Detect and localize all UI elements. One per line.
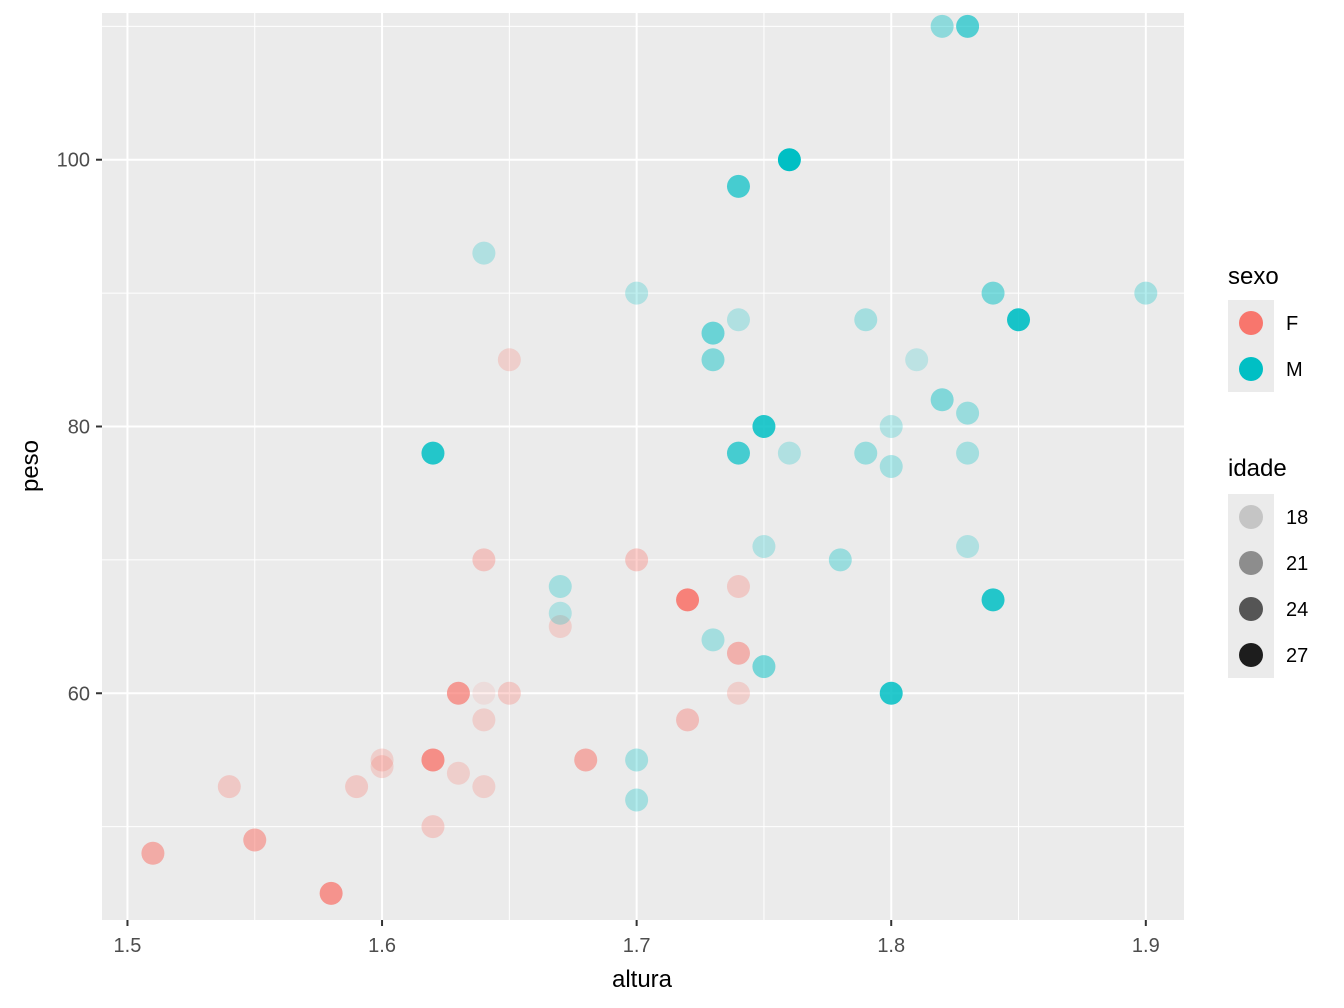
data-point-M xyxy=(625,748,649,772)
y-tick-label: 100 xyxy=(57,150,90,172)
data-point-F xyxy=(676,708,700,732)
legend-label-M: M xyxy=(1286,359,1303,381)
data-point-M xyxy=(752,414,776,438)
data-point-M xyxy=(930,14,954,38)
data-point-F xyxy=(370,748,394,772)
data-point-M xyxy=(956,14,980,38)
data-point-M xyxy=(828,548,852,572)
data-point-F xyxy=(421,748,445,772)
data-point-M xyxy=(956,535,980,559)
x-axis: 1.5 1.6 1.7 1.8 1.9 xyxy=(114,920,1160,957)
data-point-M xyxy=(701,628,725,652)
x-tick-label: 1.7 xyxy=(623,935,651,957)
major-gridlines xyxy=(102,13,1184,920)
data-point-M xyxy=(625,788,649,812)
y-tick-label: 60 xyxy=(68,683,90,705)
data-point-M xyxy=(854,308,878,332)
data-point-M xyxy=(905,348,929,372)
data-point-M xyxy=(879,681,903,705)
legend-label-24: 24 xyxy=(1286,599,1308,621)
data-point-F xyxy=(446,761,470,785)
legend-key-27 xyxy=(1239,643,1263,667)
data-point-F xyxy=(548,615,572,639)
data-point-M xyxy=(777,441,801,465)
data-point-M xyxy=(981,281,1005,305)
x-tick-label: 1.8 xyxy=(877,935,905,957)
data-point-M xyxy=(777,148,801,172)
data-point-M xyxy=(1007,308,1031,332)
data-point-F xyxy=(472,548,496,572)
data-point-F xyxy=(472,775,496,799)
data-point-M xyxy=(956,441,980,465)
x-axis-title: altura xyxy=(612,966,673,993)
data-point-F xyxy=(472,708,496,732)
y-axis: 60 80 100 xyxy=(57,150,102,705)
y-tick-label: 80 xyxy=(68,416,90,438)
legend-label-18: 18 xyxy=(1286,507,1308,529)
x-tick-label: 1.5 xyxy=(114,935,142,957)
data-point-M xyxy=(701,348,725,372)
data-point-F xyxy=(141,841,165,865)
data-point-M xyxy=(879,455,903,478)
legend-label-27: 27 xyxy=(1286,645,1308,667)
data-point-M xyxy=(956,401,980,425)
data-point-F xyxy=(726,641,750,665)
x-tick-label: 1.6 xyxy=(368,935,396,957)
plot-panel xyxy=(102,13,1184,920)
legend-title-sexo: sexo xyxy=(1228,263,1279,290)
data-point-M xyxy=(472,241,496,265)
data-point-M xyxy=(726,308,750,332)
data-point-F xyxy=(446,681,470,705)
data-point-F xyxy=(345,775,369,799)
data-point-M xyxy=(930,388,954,412)
legend-key-21 xyxy=(1239,551,1263,575)
legend-title-idade: idade xyxy=(1228,455,1287,482)
data-point-M xyxy=(726,174,750,198)
minor-gridlines xyxy=(102,13,1184,920)
data-point-M xyxy=(701,321,725,345)
data-point-M xyxy=(548,601,572,625)
data-points xyxy=(141,14,1158,905)
data-point-M xyxy=(1134,281,1158,305)
data-point-M xyxy=(752,655,776,679)
data-point-F xyxy=(421,815,445,839)
data-point-M xyxy=(548,575,572,599)
data-point-F xyxy=(217,775,241,799)
data-point-F xyxy=(726,575,750,599)
data-point-F xyxy=(243,828,267,852)
data-point-M xyxy=(752,535,776,559)
legend-key-F xyxy=(1239,311,1263,335)
data-point-M xyxy=(625,281,649,305)
data-point-F xyxy=(676,588,700,612)
data-point-F xyxy=(472,681,496,705)
data-point-M xyxy=(879,414,903,438)
legend-label-21: 21 xyxy=(1286,553,1308,575)
legend-key-M xyxy=(1239,357,1263,381)
data-point-F xyxy=(574,748,598,772)
x-tick-label: 1.9 xyxy=(1132,935,1160,957)
data-point-F xyxy=(319,881,343,905)
data-point-M xyxy=(421,441,445,465)
data-point-M xyxy=(854,441,878,465)
data-point-F xyxy=(497,348,521,372)
data-point-F xyxy=(625,548,649,572)
legend-key-18 xyxy=(1239,505,1263,529)
legend-label-F: F xyxy=(1286,313,1298,335)
legend-key-24 xyxy=(1239,597,1263,621)
data-point-F xyxy=(421,748,445,772)
data-point-F xyxy=(497,681,521,705)
y-axis-title: peso xyxy=(17,440,44,492)
data-point-M xyxy=(726,441,750,465)
data-point-F xyxy=(370,755,394,779)
data-point-F xyxy=(726,681,750,705)
data-point-M xyxy=(981,588,1005,612)
